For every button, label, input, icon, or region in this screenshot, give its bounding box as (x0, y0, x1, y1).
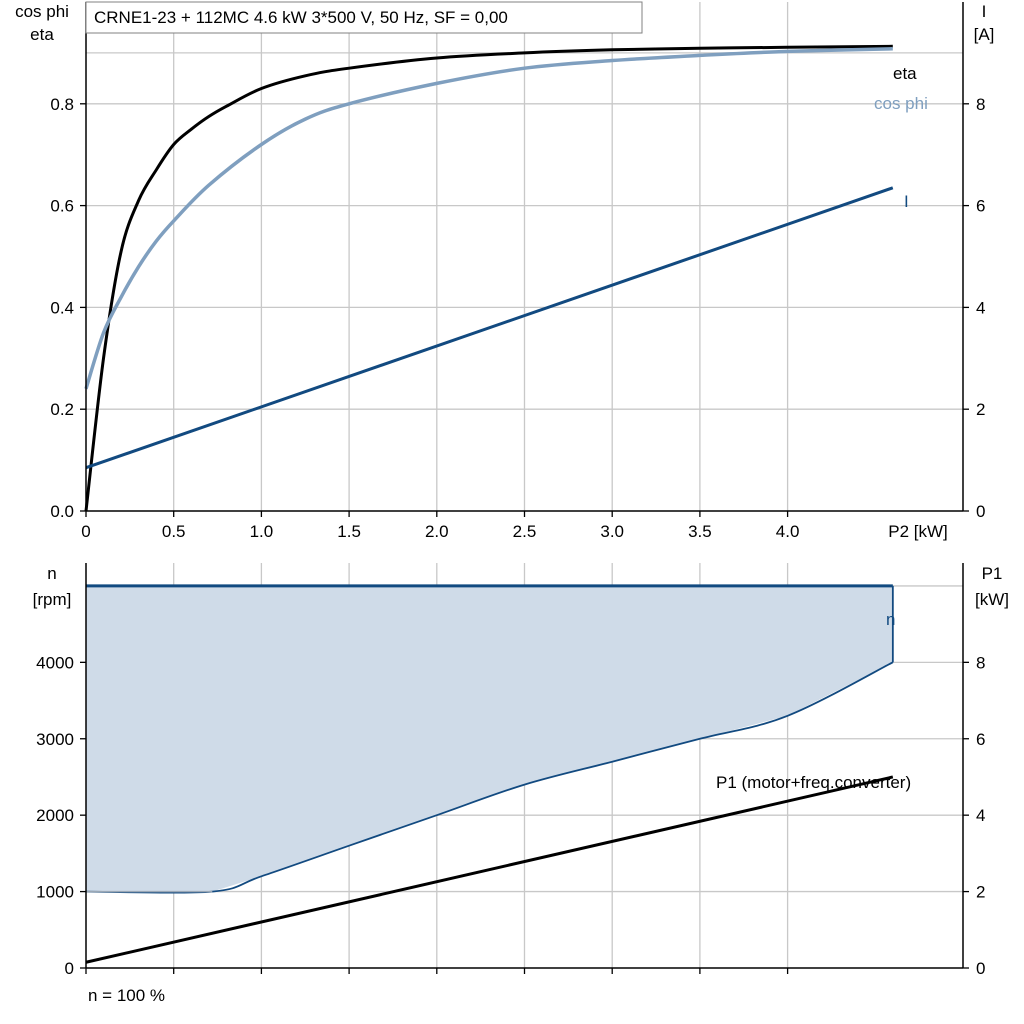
series-line-eta (84, 44, 893, 512)
bot-ytick-right-label-1: 2 (976, 883, 985, 902)
series-label-current: I (904, 192, 909, 211)
top-ytick-right-label-4: 8 (976, 95, 985, 114)
bottom-left-axis-label-1: n (47, 564, 56, 583)
top-left-axis-label-1: cos phi (15, 2, 69, 21)
top-xtick-label-4: 2.0 (425, 522, 449, 541)
series-line-cos-phi (84, 47, 893, 390)
top-ytick-left-label-1: 0.2 (50, 400, 74, 419)
bottom-right-axis-label-2: [kW] (975, 590, 1009, 609)
series-label-speed: n (886, 610, 895, 629)
top-xtick-label-7: 3.5 (688, 522, 712, 541)
top-ytick-left-label-4: 0.8 (50, 95, 74, 114)
top-ytick-right-label-2: 4 (976, 298, 985, 317)
chart-title: CRNE1-23 + 112MC 4.6 kW 3*500 V, 50 Hz, … (94, 8, 508, 27)
top-ytick-left-label-2: 0.4 (50, 298, 74, 317)
series-line-current (85, 186, 894, 470)
bot-ytick-right-label-2: 4 (976, 806, 985, 825)
bot-ytick-left-label-2: 2000 (36, 806, 74, 825)
speed-range-area (86, 585, 893, 892)
title-box (85, 1, 643, 34)
top-xtick-label-2: 1.0 (250, 522, 274, 541)
bot-ytick-left-label-0: 0 (65, 959, 74, 978)
top-ytick-right-label-0: 0 (976, 502, 985, 521)
top-ytick-right-label-3: 6 (976, 197, 985, 216)
bot-ytick-left-label-4: 4000 (36, 653, 74, 672)
top-ytick-left-label-3: 0.6 (50, 197, 74, 216)
bottom-left-axis-label-2: [rpm] (33, 590, 72, 609)
top-xtick-label-3: 1.5 (337, 522, 361, 541)
top-left-axis-label-2: eta (30, 25, 54, 44)
series-label-eta: eta (893, 64, 917, 83)
top-ytick-left-label-0: 0.0 (50, 502, 74, 521)
top-chart-grid (86, 2, 963, 511)
bot-ytick-right-label-4: 8 (976, 653, 985, 672)
top-ytick-right-label-1: 2 (976, 400, 985, 419)
speed-percentage-note: n = 100 % (88, 986, 165, 1005)
series-line-p1 (85, 775, 894, 964)
top-x-axis-label: P2 [kW] (888, 522, 948, 541)
top-xtick-label-8: 4.0 (776, 522, 800, 541)
top-xtick-label-0: 0 (81, 522, 90, 541)
bot-ytick-left-label-3: 3000 (36, 730, 74, 749)
bottom-chart-series (85, 584, 894, 964)
speed-lower-boundary (85, 661, 894, 894)
top-right-axis-label-1: I (982, 2, 987, 21)
bot-ytick-right-label-0: 0 (976, 959, 985, 978)
series-label-p1: P1 (motor+freq.converter) (716, 773, 911, 792)
bot-ytick-right-label-3: 6 (976, 730, 985, 749)
top-xtick-label-1: 0.5 (162, 522, 186, 541)
top-right-axis-label-2: [A] (974, 25, 995, 44)
top-chart-ticks: 0 0.5 1.0 1.5 2.0 2.5 3.0 3.5 4.0 0.0 0.2 0.4 0.6 0.8… (50, 95, 985, 541)
top-xtick-label-6: 3.0 (600, 522, 624, 541)
bottom-chart-ticks: 0 1000 2000 3000 4000 0 2 4 6 8 (36, 653, 985, 978)
top-chart-series (84, 44, 894, 512)
bottom-right-axis-label-1: P1 (982, 564, 1003, 583)
bot-ytick-left-label-1: 1000 (36, 883, 74, 902)
top-xtick-label-5: 2.5 (513, 522, 537, 541)
series-label-cos-phi: cos phi (874, 94, 928, 113)
